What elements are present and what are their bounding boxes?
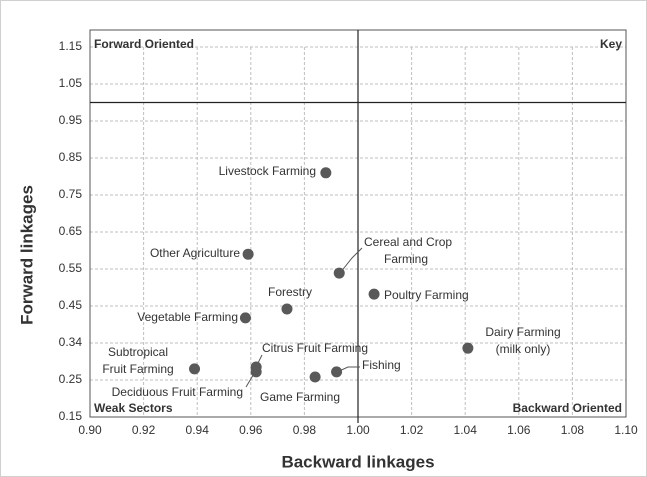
point: [368, 288, 380, 300]
x-tick-label: 0.96: [239, 423, 263, 437]
point-label: Vegetable Farming: [137, 310, 238, 324]
y-tick-label: 1.15: [59, 39, 83, 53]
x-tick-label: 1.02: [400, 423, 424, 437]
x-tick-label: 1.08: [561, 423, 585, 437]
quadrant-label: Weak Sectors: [94, 401, 173, 415]
point-label: Game Farming: [260, 390, 340, 404]
point-label: Deciduous Fruit Farming: [112, 385, 243, 399]
y-tick-label: 0.45: [59, 298, 83, 312]
y-tick-label: 0.75: [59, 187, 83, 201]
quadrant-label: Backward Oriented: [513, 401, 622, 415]
leader-line: [339, 247, 363, 274]
point-label: Cereal and Crop Farming: [364, 235, 452, 266]
point: [281, 303, 293, 315]
point: [250, 366, 262, 378]
x-axis-title: Backward linkages: [281, 452, 434, 471]
x-tick-label: 0.94: [186, 423, 210, 437]
x-tick-label: 0.90: [78, 423, 102, 437]
quadrant-label: Forward Oriented: [94, 37, 194, 51]
point: [239, 312, 251, 324]
x-tick-label: 1.04: [454, 423, 478, 437]
y-axis-title: Forward linkages: [17, 185, 36, 325]
point-label: Forestry: [268, 285, 312, 299]
y-tick-label: 0.34: [59, 335, 83, 349]
x-tick-label: 0.92: [132, 423, 156, 437]
point: [462, 342, 474, 354]
point: [333, 267, 345, 279]
y-tick-label: 0.55: [59, 261, 83, 275]
point: [242, 248, 254, 260]
point-label: Poultry Farming: [384, 288, 469, 302]
y-tick-label: 1.05: [59, 76, 83, 90]
y-tick-label: 0.65: [59, 224, 83, 238]
point-label: Livestock Farming: [219, 164, 316, 178]
point: [189, 363, 201, 375]
point-label: Fishing: [362, 358, 401, 372]
point-label: Subtropical Fruit Farming: [102, 345, 173, 376]
point-label: Dairy Farming (milk only): [485, 325, 560, 356]
point-label: Other Agriculture: [150, 246, 240, 260]
x-tick-label: 1.00: [346, 423, 370, 437]
x-tick-label: 1.06: [507, 423, 531, 437]
point: [320, 167, 332, 179]
quadrant-label: Key: [600, 37, 622, 51]
y-tick-label: 0.95: [59, 113, 83, 127]
x-tick-label: 0.98: [293, 423, 317, 437]
x-tick-label: 1.10: [614, 423, 638, 437]
y-tick-label: 0.15: [59, 409, 83, 423]
point: [331, 366, 343, 378]
point: [309, 371, 321, 383]
point-label: Citrus Fruit Farming: [262, 341, 368, 355]
y-tick-label: 0.85: [59, 150, 83, 164]
y-tick-label: 0.25: [59, 372, 83, 386]
